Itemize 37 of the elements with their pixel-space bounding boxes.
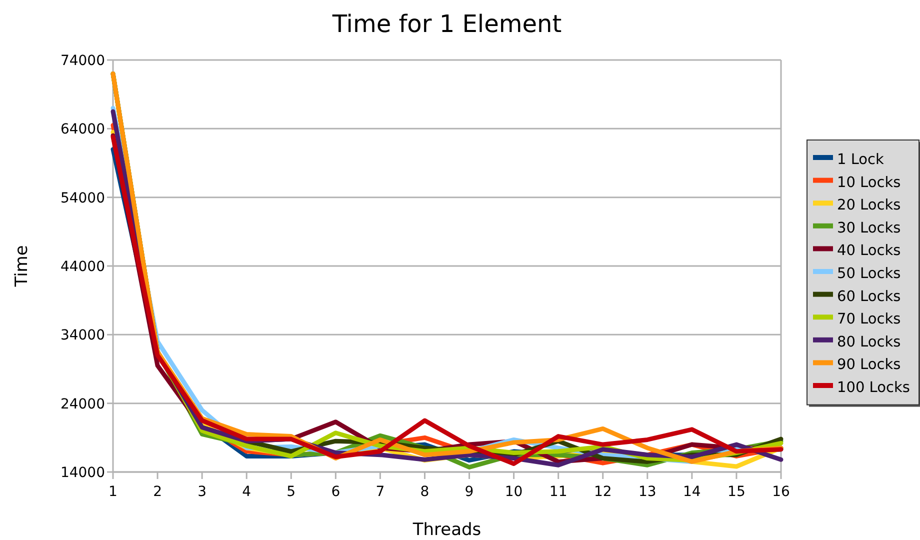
y-tick-label: 54000: [60, 190, 105, 206]
x-tick-label: 5: [286, 484, 296, 500]
y-tick-label: 24000: [60, 396, 105, 412]
x-tick-label: 12: [594, 484, 612, 500]
y-tick-label: 44000: [60, 259, 105, 275]
chart-title: Time for 1 Element: [331, 10, 562, 38]
x-tick-label: 2: [153, 484, 162, 500]
y-axis-title: Time: [12, 245, 32, 288]
y-tick-label: 64000: [60, 122, 105, 138]
legend-label: 50 Locks: [837, 266, 901, 282]
x-tick-label: 15: [728, 484, 746, 500]
legend-label: 100 Locks: [837, 380, 910, 396]
legend-label: 60 Locks: [837, 288, 901, 305]
legend-label: 70 Locks: [837, 312, 901, 328]
x-tick-label: 4: [242, 484, 252, 500]
x-tick-label: 10: [504, 484, 523, 500]
x-tick-label: 1: [108, 484, 118, 500]
legend-label: 20 Locks: [837, 198, 901, 214]
legend-label: 1 Lock: [837, 152, 884, 168]
x-axis-title: Threads: [412, 520, 482, 540]
x-tick-label: 13: [638, 484, 656, 500]
legend-label: 40 Locks: [837, 243, 901, 260]
x-tick-label: 11: [549, 484, 568, 500]
legend-label: 80 Locks: [837, 334, 901, 350]
x-tick-label: 3: [198, 484, 207, 500]
x-tick-label: 9: [464, 484, 474, 500]
x-tick-label: 6: [331, 484, 340, 500]
x-tick-label: 7: [376, 484, 385, 500]
x-tick-label: 16: [772, 484, 790, 500]
x-tick-label: 8: [420, 484, 430, 500]
y-tick-label: 14000: [60, 465, 105, 481]
legend-label: 10 Locks: [837, 174, 901, 191]
legend-label: 90 Locks: [837, 357, 901, 374]
x-tick-label: 14: [683, 484, 701, 500]
y-tick-label: 74000: [60, 53, 105, 69]
legend-label: 30 Locks: [837, 220, 901, 236]
y-tick-label: 34000: [60, 328, 105, 344]
